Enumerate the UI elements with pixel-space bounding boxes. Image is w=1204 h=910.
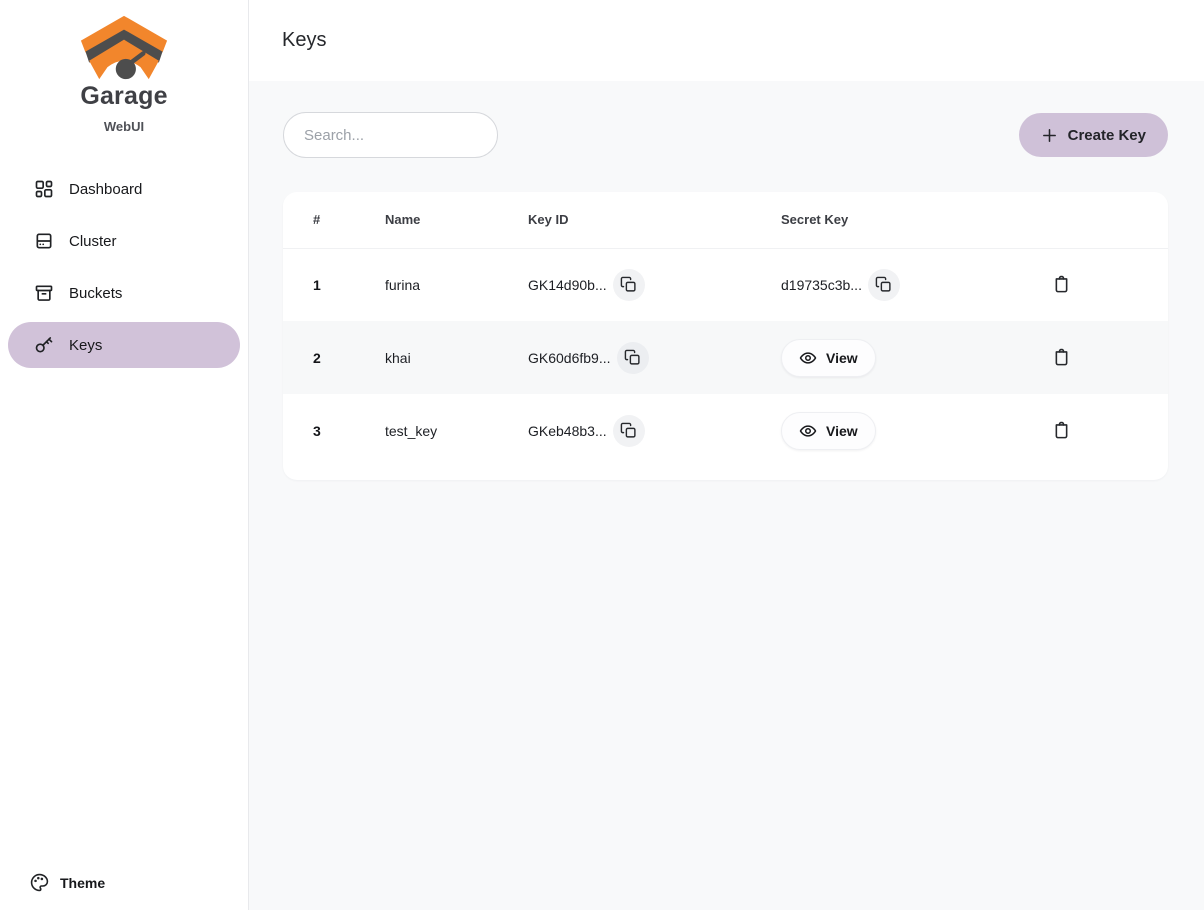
sidebar-item-label: Cluster xyxy=(69,232,117,250)
view-secret-label: View xyxy=(826,422,858,439)
column-header-name: Name xyxy=(385,192,528,249)
sidebar-item-label: Buckets xyxy=(69,284,123,302)
logo-subtitle: WebUI xyxy=(103,119,145,134)
sidebar-nav: Dashboard Cluster Buckets xyxy=(0,166,248,368)
eye-icon xyxy=(799,351,817,364)
sidebar-item-cluster[interactable]: Cluster xyxy=(8,218,240,264)
column-header-keyid: Key ID xyxy=(528,192,781,249)
sidebar: Garage WebUI Dashboard Cluster xyxy=(0,0,249,910)
key-id-value: GKeb48b3... xyxy=(528,422,607,439)
page-header: Keys xyxy=(249,0,1204,81)
trash-icon xyxy=(1055,421,1067,439)
sidebar-item-dashboard[interactable]: Dashboard xyxy=(8,166,240,212)
dashboard-icon xyxy=(35,180,53,198)
sidebar-item-keys[interactable]: Keys xyxy=(8,322,240,368)
row-index: 2 xyxy=(313,349,321,366)
key-icon xyxy=(35,337,53,353)
sidebar-item-buckets[interactable]: Buckets xyxy=(8,270,240,316)
delete-key-button[interactable] xyxy=(1049,418,1073,442)
view-secret-label: View xyxy=(826,349,858,366)
toolbar: Create Key xyxy=(283,112,1168,158)
column-header-num: # xyxy=(283,192,385,249)
copy-secret-key-button[interactable] xyxy=(867,268,900,301)
delete-key-button[interactable] xyxy=(1049,273,1073,297)
palette-icon xyxy=(30,873,49,892)
copy-icon xyxy=(620,422,636,438)
sidebar-item-label: Keys xyxy=(69,336,103,354)
plus-icon xyxy=(1042,128,1056,142)
key-id-value: GK14d90b... xyxy=(528,276,607,293)
copy-icon xyxy=(876,276,892,292)
table-header-row: # Name Key ID Secret Key xyxy=(283,192,1168,249)
row-index: 3 xyxy=(313,422,321,439)
search-input[interactable] xyxy=(283,112,498,158)
column-header-secret: Secret Key xyxy=(781,192,1049,249)
theme-toggle[interactable]: Theme xyxy=(30,873,105,892)
copy-key-id-button[interactable] xyxy=(612,268,645,301)
copy-icon xyxy=(620,276,636,292)
logo: Garage WebUI xyxy=(0,0,248,134)
eye-icon xyxy=(799,424,817,437)
column-header-actions xyxy=(1049,192,1168,249)
logo-title: Garage xyxy=(80,82,168,110)
content: Create Key # Name Key ID Secret Key xyxy=(249,81,1204,480)
table-row: 1 furina GK14d90b... xyxy=(283,248,1168,321)
keys-table-card: # Name Key ID Secret Key 1 furina xyxy=(283,192,1168,480)
table-row: 2 khai GK60d6fb9... xyxy=(283,321,1168,394)
cluster-icon xyxy=(36,233,52,249)
copy-key-id-button[interactable] xyxy=(616,341,649,374)
key-name: test_key xyxy=(385,422,438,439)
trash-icon xyxy=(1055,275,1067,293)
secret-key-value: d19735c3b... xyxy=(781,276,862,293)
garage-logo-icon xyxy=(80,15,168,80)
buckets-icon xyxy=(35,285,53,301)
row-index: 1 xyxy=(313,276,321,293)
copy-icon xyxy=(624,349,640,365)
delete-key-button[interactable] xyxy=(1049,345,1073,369)
key-name: furina xyxy=(385,276,421,293)
view-secret-button[interactable]: View xyxy=(781,411,876,450)
key-name: khai xyxy=(385,349,411,366)
keys-table: # Name Key ID Secret Key 1 furina xyxy=(283,192,1168,467)
view-secret-button[interactable]: View xyxy=(781,338,876,377)
main-area: Keys Create Key xyxy=(249,0,1204,910)
trash-icon xyxy=(1055,348,1067,366)
create-key-label: Create Key xyxy=(1067,126,1146,144)
theme-label: Theme xyxy=(60,874,106,891)
copy-key-id-button[interactable] xyxy=(612,414,645,447)
sidebar-item-label: Dashboard xyxy=(69,180,143,198)
table-row: 3 test_key GKeb48b3... xyxy=(283,394,1168,467)
page-title: Keys xyxy=(282,29,327,51)
key-id-value: GK60d6fb9... xyxy=(528,349,611,366)
create-key-button[interactable]: Create Key xyxy=(1018,113,1168,157)
